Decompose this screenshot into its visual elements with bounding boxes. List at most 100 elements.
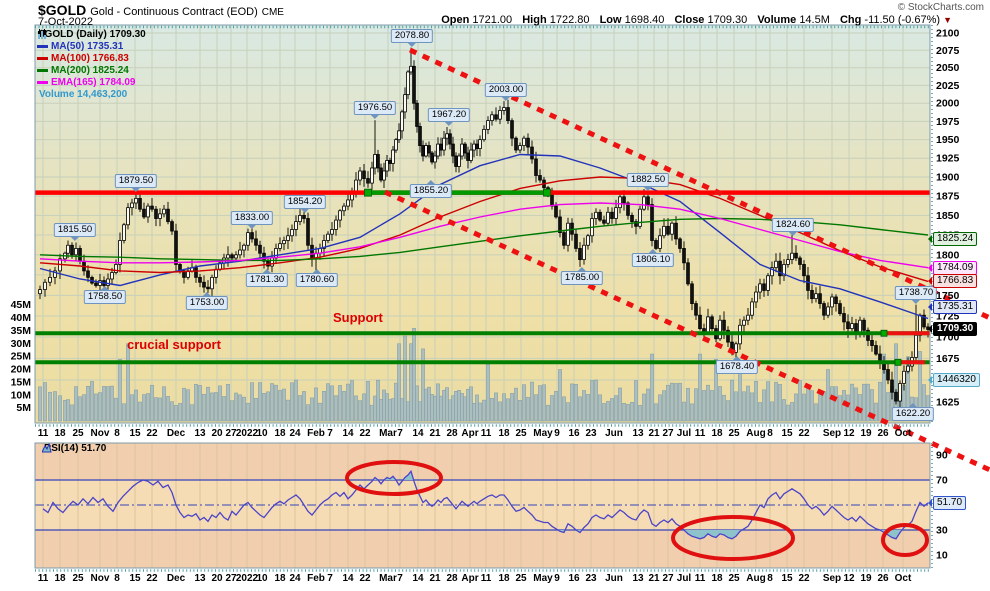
svg-text:21: 21 [648,573,660,584]
svg-text:10: 10 [936,550,948,562]
svg-text:Feb: Feb [307,428,325,439]
price-annotation-callout: 1785.00 [560,267,604,285]
svg-text:Jul: Jul [677,428,692,439]
svg-text:Apr: Apr [461,573,478,584]
low-value: 1698.40 [624,14,665,26]
svg-text:7: 7 [327,573,333,584]
svg-text:25: 25 [728,573,740,584]
svg-text:Jun: Jun [605,428,623,439]
svg-text:45M: 45M [11,299,32,311]
volume-label: Volume [757,14,797,26]
svg-text:Sep: Sep [823,428,841,439]
svg-text:13: 13 [194,573,206,584]
svg-text:Feb: Feb [307,573,325,584]
svg-text:Dec: Dec [167,573,186,584]
axis-value-callout: 51.70 [927,496,967,510]
legend-item-label: $GOLD (Daily) 1709.30 [39,29,146,40]
axis-value-callout: 1709.30 [927,322,978,336]
svg-text:1950: 1950 [936,134,960,146]
svg-text:13: 13 [632,573,644,584]
svg-text:35M: 35M [11,325,32,337]
rsi-panel [34,442,931,569]
series-color-dash [37,68,48,72]
svg-text:18: 18 [274,428,286,439]
legend-item-label: MA(50) 1735.31 [51,41,124,52]
svg-text:2075: 2075 [936,45,960,57]
high-label: High [522,14,547,26]
svg-text:24: 24 [289,428,301,439]
svg-text:30M: 30M [11,338,32,350]
price-annotation-callout: 1882.50 [626,173,670,191]
svg-text:18: 18 [54,428,66,439]
svg-text:12: 12 [843,573,855,584]
price-annotation-callout: 1976.50 [353,101,397,119]
svg-text:1900: 1900 [936,172,960,184]
high-value: 1722.80 [549,14,590,26]
series-color-dash [37,44,48,48]
svg-text:Dec: Dec [167,428,186,439]
chart-date: 7-Oct-2022 [38,16,94,28]
svg-text:10M: 10M [11,389,32,401]
svg-text:21: 21 [429,428,441,439]
support-text-label: crucial support [127,337,221,352]
legend-item: EMA(165) 1784.09 [37,77,146,89]
price-annotation-callout: 2078.80 [390,29,434,47]
main-gridlines [35,25,930,423]
svg-text:15: 15 [129,428,141,439]
svg-text:23: 23 [585,428,597,439]
svg-text:22: 22 [798,573,810,584]
svg-text:8: 8 [767,428,773,439]
svg-text:1925: 1925 [936,153,960,165]
svg-text:22: 22 [798,428,810,439]
svg-text:30: 30 [936,525,948,537]
svg-text:Oct: Oct [895,573,912,584]
svg-text:Apr: Apr [461,428,478,439]
svg-text:2000: 2000 [936,98,960,110]
axis-value-callout: 1735.31 [927,300,978,314]
svg-text:14: 14 [412,428,424,439]
svg-text:20M: 20M [11,364,32,376]
legend-item-label: EMA(165) 1784.09 [51,77,136,88]
svg-text:14: 14 [342,428,354,439]
legend-item: MA(50) 1735.31 [37,41,146,53]
volume-bars [38,328,930,422]
price-annotation-callout: 1879.50 [114,174,158,192]
svg-text:27: 27 [662,428,674,439]
svg-text:8: 8 [114,573,120,584]
svg-text:25: 25 [72,573,84,584]
rsi-legend-label: RSI(14) 51.70 [44,443,107,454]
price-annotation-callout: 1622.20 [891,403,935,421]
series-color-dash [37,80,48,84]
chg-label: Chg [839,14,862,26]
svg-text:11: 11 [695,428,706,439]
svg-text:18: 18 [711,573,723,584]
svg-text:10: 10 [256,573,268,584]
low-label: Low [599,14,622,26]
price-down-icon: ▼ [943,15,952,25]
chg-value: -11.50 (-0.67%) [864,14,941,26]
legend-item: $GOLD (Daily) 1709.30 [37,29,146,41]
svg-text:11: 11 [38,573,49,584]
price-annotation-callout: 1758.50 [83,286,127,304]
svg-text:1675: 1675 [936,353,960,365]
chart-header: $GOLD Gold - Continuous Contract (EOD) CME [38,2,284,20]
open-value: 1721.00 [472,14,513,26]
close-label: Close [674,14,705,26]
axis-value-callout: 1825.24 [927,232,978,246]
svg-text:11: 11 [695,573,706,584]
svg-text:15: 15 [781,428,793,439]
svg-text:27: 27 [662,573,674,584]
svg-text:2025: 2025 [936,80,960,92]
svg-text:1750: 1750 [936,290,960,302]
svg-text:1875: 1875 [936,191,960,203]
svg-text:8: 8 [767,573,773,584]
series-color-dash [37,56,48,60]
svg-text:2022: 2022 [236,573,259,584]
svg-text:25: 25 [72,428,84,439]
svg-text:10: 10 [256,428,268,439]
svg-text:1800: 1800 [936,249,960,261]
svg-text:25M: 25M [11,351,32,363]
svg-text:20: 20 [211,573,223,584]
price-annotation-callout: 1855.20 [409,180,453,198]
